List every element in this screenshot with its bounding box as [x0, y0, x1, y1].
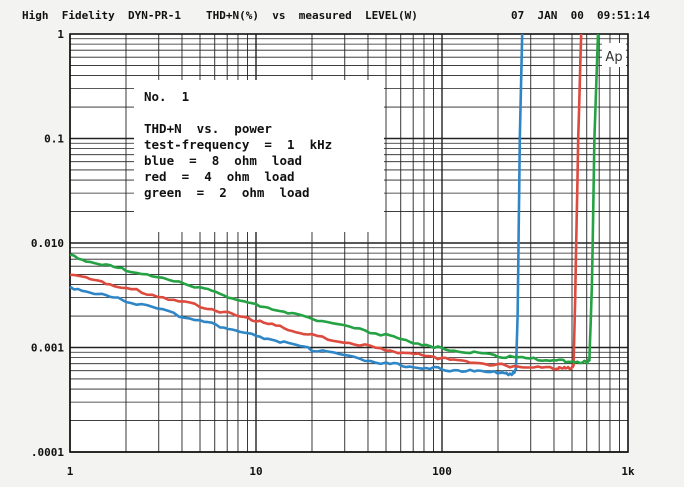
logo-bg [602, 43, 626, 67]
date-label: 07 JAN 00 [511, 9, 584, 22]
x-tick-label: 1k [621, 465, 635, 478]
time-label: 09:51:14 [597, 9, 650, 22]
x-tick-label: 100 [432, 465, 452, 478]
annotation-box [134, 80, 384, 232]
series-line-1 [69, 33, 524, 377]
x-tick-label: 1 [67, 465, 74, 478]
annotation-line: blue = 8 ohm load [144, 153, 303, 168]
series-line-2 [69, 33, 583, 371]
plot-frame [69, 33, 629, 453]
annotation-line: red = 4 ohm load [144, 169, 295, 184]
device-label: High Fidelity DYN-PR-1 [22, 9, 181, 22]
annotation-line: green = 2 ohm load [144, 185, 310, 200]
y-tick-label: 0.001 [31, 342, 64, 355]
annotation-line: THD+N vs. power [144, 121, 272, 136]
y-tick-label: 0.010 [31, 237, 64, 250]
annotation-line: test-frequency = 1 kHz [144, 137, 333, 152]
series-line-3 [69, 33, 600, 365]
annotation-line: No. 1 [144, 89, 190, 104]
ap-logo: Ap [605, 50, 622, 65]
chart-title: THD+N(%) vs measured LEVEL(W) [206, 9, 418, 22]
y-tick-label: 1 [57, 28, 64, 41]
x-tick-label: 10 [249, 465, 262, 478]
y-tick-label: .0001 [31, 446, 64, 459]
y-tick-label: 0.1 [44, 133, 64, 146]
